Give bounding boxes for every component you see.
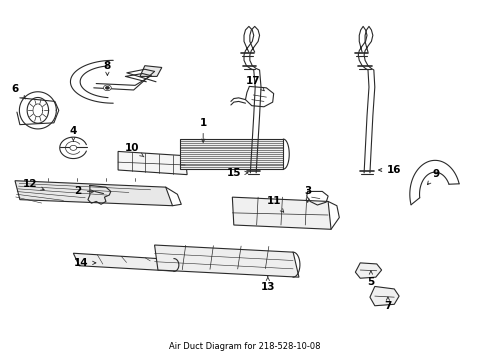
Text: 15: 15	[226, 168, 247, 178]
Text: 1: 1	[199, 118, 206, 142]
Polygon shape	[15, 181, 172, 206]
Polygon shape	[118, 152, 187, 175]
Text: 4: 4	[69, 126, 77, 141]
Polygon shape	[154, 245, 298, 277]
Text: 6: 6	[11, 84, 25, 99]
Polygon shape	[232, 197, 330, 229]
Text: 2: 2	[75, 186, 94, 197]
Text: 8: 8	[103, 62, 111, 76]
Circle shape	[105, 86, 109, 89]
Text: 13: 13	[260, 276, 275, 292]
Polygon shape	[180, 139, 283, 169]
Polygon shape	[73, 253, 174, 271]
Polygon shape	[140, 66, 162, 76]
Circle shape	[103, 85, 111, 91]
Text: 5: 5	[366, 271, 374, 287]
Text: 16: 16	[378, 165, 401, 175]
Text: 14: 14	[74, 258, 96, 268]
Text: Air Duct Diagram for 218-528-10-08: Air Duct Diagram for 218-528-10-08	[168, 342, 320, 351]
Text: 9: 9	[427, 168, 439, 185]
Text: 7: 7	[384, 297, 391, 311]
Text: 11: 11	[266, 197, 283, 212]
Text: 17: 17	[245, 76, 264, 91]
Polygon shape	[369, 287, 398, 306]
Polygon shape	[355, 263, 381, 278]
Text: 10: 10	[124, 143, 143, 157]
Circle shape	[70, 145, 77, 150]
Text: 12: 12	[22, 179, 44, 190]
Text: 3: 3	[304, 186, 311, 202]
